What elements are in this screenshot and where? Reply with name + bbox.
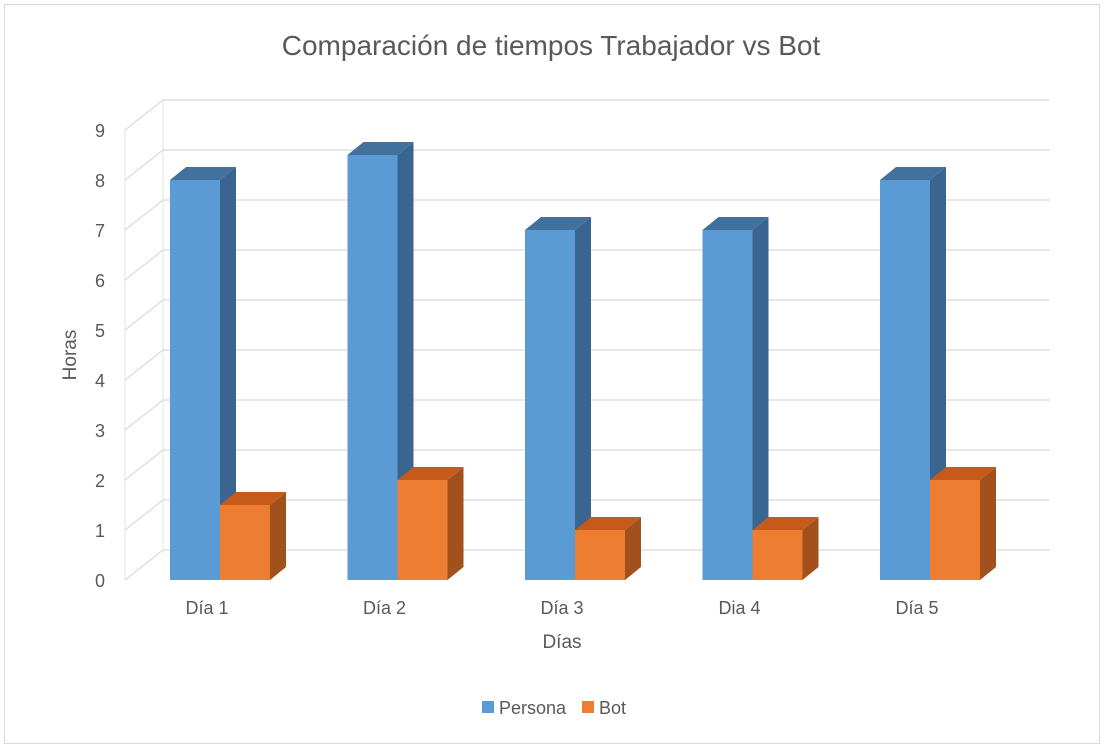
y-tick-label: 1 <box>95 521 105 541</box>
bar-persona-4 <box>702 217 769 580</box>
bar-persona-4-side <box>752 217 769 580</box>
legend-swatch <box>482 701 494 713</box>
gridline <box>124 149 1050 181</box>
bars <box>170 142 996 580</box>
chart-walls <box>124 100 164 580</box>
y-axis-label: Horas <box>60 330 81 381</box>
bar-bot-4-side <box>802 517 819 580</box>
legend-item-persona: Persona <box>482 698 567 718</box>
y-tick-label: 0 <box>95 571 105 591</box>
bar-persona-4-front <box>702 230 753 580</box>
y-tick-label: 3 <box>95 421 105 441</box>
legend-label: Persona <box>499 698 567 718</box>
bar-persona-1-front <box>170 180 220 580</box>
legend-item-bot: Bot <box>582 698 626 718</box>
bar-bot-2-top <box>397 467 464 480</box>
bar-persona-1-side <box>220 167 236 580</box>
bar-bot-1 <box>220 492 286 580</box>
bar-persona-1 <box>170 167 236 580</box>
gridline <box>124 199 1050 231</box>
bar-bot-5 <box>930 467 996 580</box>
bar-bot-2-side <box>447 467 464 580</box>
bar-bot-3-side <box>625 517 641 580</box>
bar-bot-1-front <box>220 505 270 580</box>
bar-bot-1-top <box>220 492 286 505</box>
bar-bot-3 <box>575 517 641 580</box>
x-axis-label: Días <box>542 632 581 653</box>
bar-bot-1-side <box>270 492 286 580</box>
bar-bot-5-top <box>930 467 996 480</box>
bar-bot-5-front <box>930 480 980 580</box>
y-tick-label: 7 <box>95 221 105 241</box>
bar-bot-4-top <box>752 517 819 530</box>
x-tick-label: Día 2 <box>363 598 406 618</box>
bar-bot-3-top <box>575 517 641 530</box>
y-tick-label: 9 <box>95 121 105 141</box>
y-tick-label: 2 <box>95 471 105 491</box>
x-tick-label: Día 1 <box>185 598 228 618</box>
y-tick-label: 5 <box>95 321 105 341</box>
bar-bot-4 <box>752 517 819 580</box>
chart-title: Comparación de tiempos Trabajador vs Bot <box>282 30 821 61</box>
bar-persona-5-top <box>880 167 946 180</box>
x-tick-label: Día 5 <box>895 598 938 618</box>
bar-persona-3-side <box>575 217 591 580</box>
y-tick-label: 8 <box>95 171 105 191</box>
bar-persona-5-front <box>880 180 930 580</box>
x-axis-tick-labels: Día 1 Día 2 Día 3 Dia 4 Día 5 <box>185 598 938 618</box>
legend-label: Bot <box>599 698 626 718</box>
bar-persona-2-top <box>347 142 414 155</box>
bar-bot-2-front <box>397 480 448 580</box>
bar-bot-5-side <box>980 467 996 580</box>
bar-persona-3-top <box>525 217 591 230</box>
y-tick-label: 4 <box>95 371 105 391</box>
bar-persona-1-top <box>170 167 236 180</box>
bar-bot-2 <box>397 467 464 580</box>
bar-persona-3-front <box>525 230 575 580</box>
x-tick-label: Dia 4 <box>718 598 760 618</box>
bar-bot-4-front <box>752 530 803 580</box>
y-tick-label: 6 <box>95 271 105 291</box>
x-tick-label: Día 3 <box>540 598 583 618</box>
bar-persona-2-front <box>347 155 398 580</box>
legend-swatch <box>582 701 594 713</box>
gridline <box>124 99 1050 131</box>
bar-bot-3-front <box>575 530 625 580</box>
bar-persona-4-top <box>702 217 769 230</box>
legend: Persona Bot <box>482 698 626 718</box>
bar-persona-3 <box>525 217 591 580</box>
y-axis-tick-labels: 0 1 2 3 4 5 6 7 8 9 <box>95 121 105 591</box>
